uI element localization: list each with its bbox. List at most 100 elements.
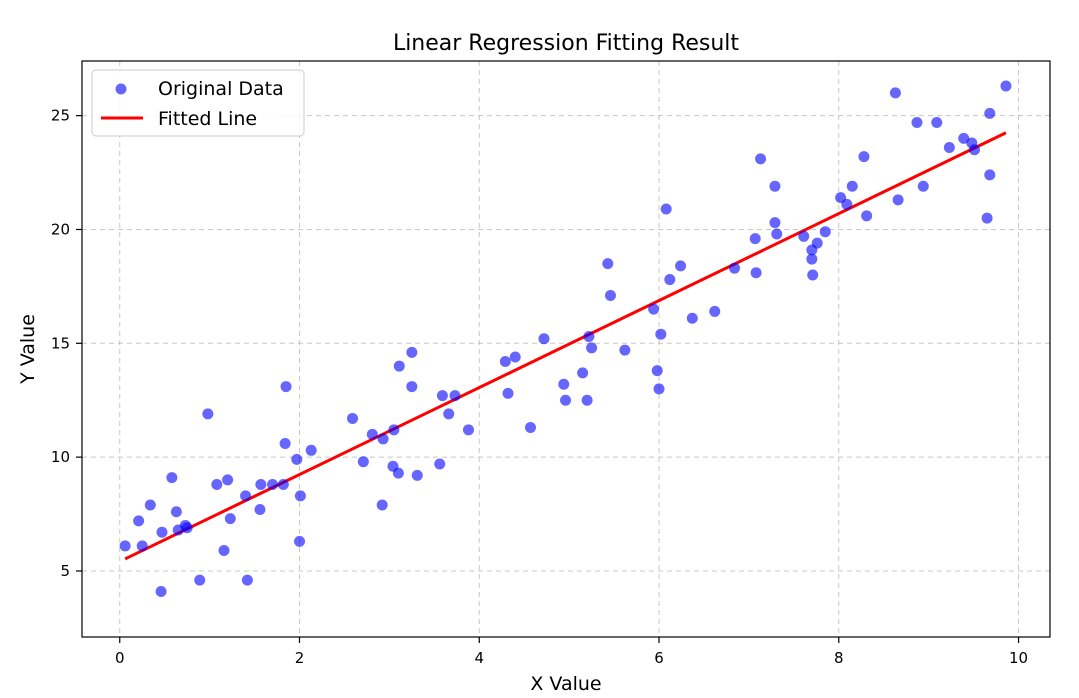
data-point xyxy=(240,490,252,502)
data-point xyxy=(984,107,996,119)
data-point xyxy=(119,540,131,552)
plot-area-frame xyxy=(81,60,1051,638)
data-point xyxy=(675,260,687,272)
data-point xyxy=(443,408,455,420)
data-point xyxy=(769,180,781,192)
data-point xyxy=(202,408,214,420)
data-point xyxy=(749,233,761,245)
data-point xyxy=(524,422,536,434)
data-point xyxy=(586,342,598,354)
data-point xyxy=(392,467,404,479)
data-point xyxy=(166,472,178,484)
data-point xyxy=(155,585,167,597)
y-axis-ticks: 5 10 15 20 25 xyxy=(51,107,82,580)
data-point xyxy=(144,499,156,511)
data-point xyxy=(502,387,514,399)
data-point xyxy=(509,351,521,363)
data-point xyxy=(194,574,206,586)
data-point xyxy=(819,226,831,238)
data-point xyxy=(366,428,378,440)
data-point xyxy=(388,424,400,436)
data-point xyxy=(254,504,266,516)
data-point xyxy=(686,312,698,324)
data-point xyxy=(347,412,359,424)
data-point xyxy=(211,478,223,490)
data-point xyxy=(604,289,616,301)
data-point xyxy=(583,330,595,342)
data-point xyxy=(393,360,405,372)
data-point xyxy=(729,262,741,274)
data-point xyxy=(841,198,853,210)
data-point xyxy=(917,180,929,192)
x-tick-label: 4 xyxy=(474,649,484,667)
data-point xyxy=(136,540,148,552)
data-point xyxy=(858,151,870,163)
x-tick-label: 0 xyxy=(115,649,125,667)
data-point xyxy=(911,116,923,128)
data-point xyxy=(406,346,418,358)
data-point xyxy=(499,356,511,368)
x-tick-label: 10 xyxy=(1009,649,1028,667)
data-point xyxy=(892,194,904,206)
data-point xyxy=(280,381,292,393)
data-point xyxy=(660,203,672,215)
data-point xyxy=(846,180,858,192)
data-point xyxy=(267,478,279,490)
x-tick-label: 2 xyxy=(295,649,305,667)
data-point xyxy=(577,367,589,379)
data-point xyxy=(655,328,667,340)
data-point xyxy=(376,499,388,511)
data-point xyxy=(255,478,267,490)
y-tick-label: 15 xyxy=(51,334,70,352)
data-point xyxy=(411,469,423,481)
data-point xyxy=(984,169,996,181)
legend: Original Data Fitted Line xyxy=(91,69,305,137)
data-point xyxy=(811,237,823,249)
data-point xyxy=(222,474,234,486)
data-point xyxy=(958,132,970,144)
data-point xyxy=(560,394,572,406)
data-point xyxy=(806,253,818,265)
data-point xyxy=(357,456,369,468)
data-point xyxy=(449,390,461,402)
data-point xyxy=(434,458,446,470)
data-point xyxy=(581,394,593,406)
data-point xyxy=(771,228,783,240)
x-tick-label: 8 xyxy=(834,649,844,667)
data-point xyxy=(943,142,955,154)
data-point xyxy=(406,381,418,393)
data-point xyxy=(931,116,943,128)
data-point xyxy=(889,87,901,99)
data-point xyxy=(648,303,660,315)
scatter-points-layer xyxy=(119,80,1012,597)
data-point xyxy=(664,274,676,286)
data-point xyxy=(294,535,306,547)
legend-box xyxy=(91,69,305,137)
data-point xyxy=(156,526,168,538)
chart-title: Linear Regression Fitting Result xyxy=(393,31,739,56)
data-point xyxy=(969,144,981,156)
data-point xyxy=(279,437,291,449)
data-point xyxy=(294,490,306,502)
x-tick-label: 6 xyxy=(654,649,664,667)
data-point xyxy=(709,305,721,317)
data-point xyxy=(305,444,317,456)
data-point xyxy=(218,544,230,556)
data-point xyxy=(755,153,767,165)
data-point xyxy=(436,390,448,402)
x-axis-label: X Value xyxy=(530,673,601,695)
data-point xyxy=(807,269,819,281)
data-point xyxy=(558,378,570,390)
data-point xyxy=(769,217,781,229)
y-tick-label: 10 xyxy=(51,448,70,466)
data-point xyxy=(651,365,663,377)
data-point xyxy=(181,522,193,534)
data-point xyxy=(462,424,474,436)
data-point xyxy=(241,574,253,586)
data-point xyxy=(224,513,236,525)
data-point xyxy=(750,267,762,279)
data-point xyxy=(619,344,631,356)
x-axis-ticks: 0 2 4 6 8 10 xyxy=(115,637,1028,667)
y-tick-label: 20 xyxy=(51,220,70,238)
y-tick-label: 5 xyxy=(60,562,70,580)
